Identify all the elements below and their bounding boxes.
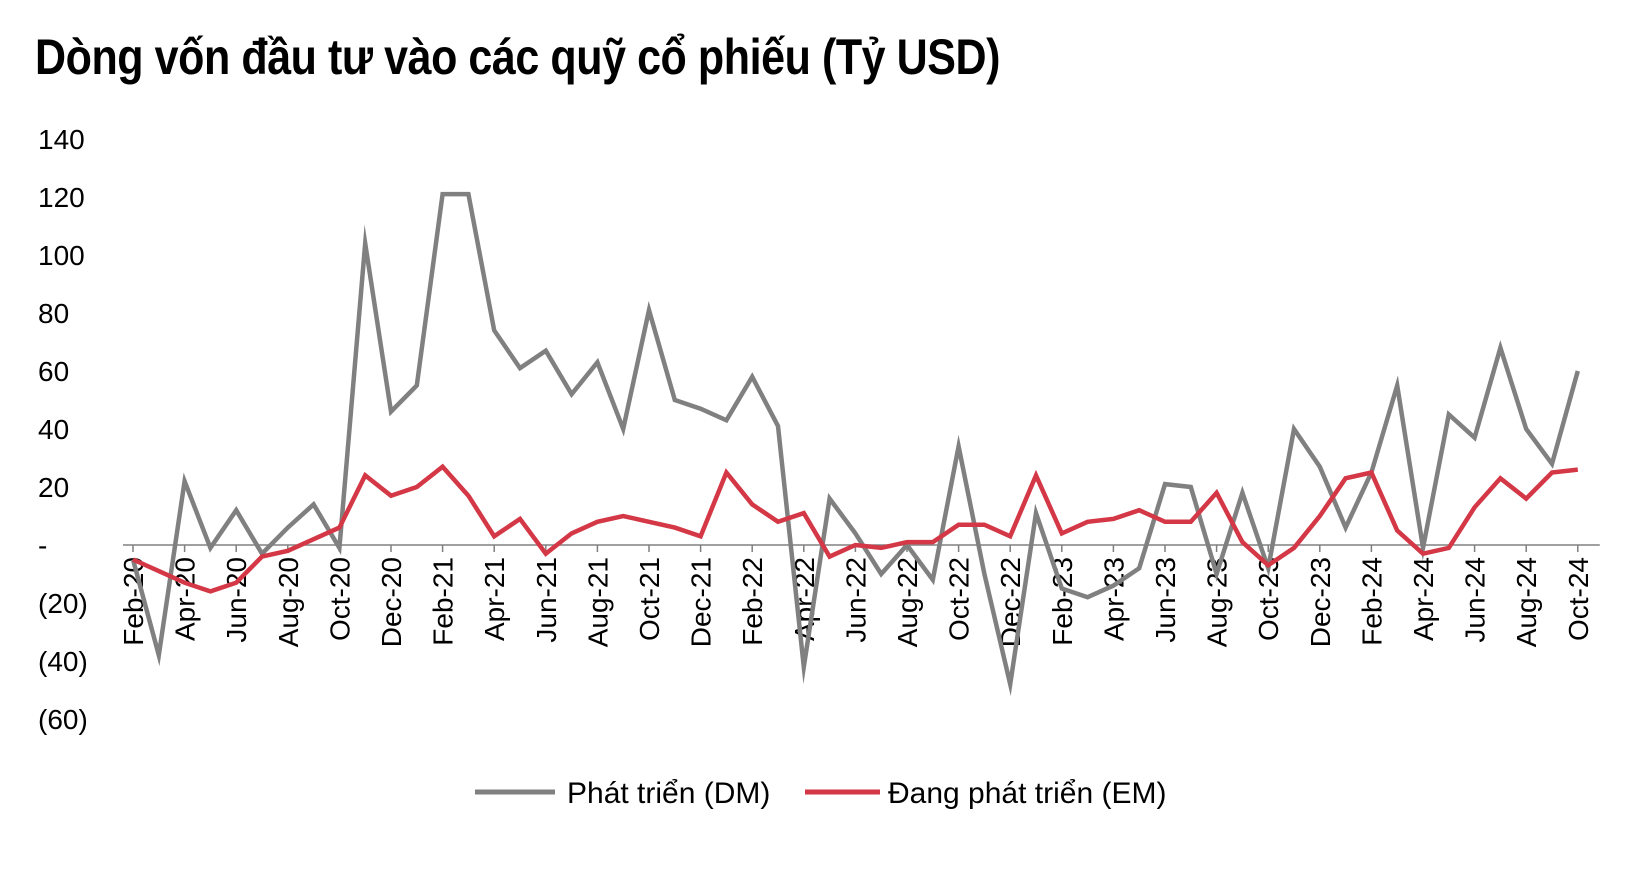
x-tick-label: Apr-21 [479, 557, 510, 641]
y-tick-label: (60) [38, 704, 88, 735]
x-tick-label: Feb-21 [428, 557, 459, 646]
x-tick-label: Jun-22 [840, 557, 871, 643]
y-tick-label: (40) [38, 646, 88, 677]
y-tick-label: 140 [38, 124, 85, 155]
x-tick-label: Dec-20 [376, 557, 407, 647]
y-tick-label: 60 [38, 356, 69, 387]
y-tick-label: 120 [38, 182, 85, 213]
x-tick-label: Apr-23 [1098, 557, 1129, 641]
series-line-em [132, 463, 1579, 594]
x-tick-label: Feb-23 [1047, 557, 1078, 646]
x-tick-label: Apr-24 [1408, 557, 1439, 641]
x-tick-label: Aug-24 [1511, 557, 1542, 647]
y-tick-label: - [38, 530, 47, 561]
x-tick-label: Oct-20 [324, 557, 355, 641]
x-tick-label: Dec-21 [686, 557, 717, 647]
x-tick-label: Oct-21 [634, 557, 665, 641]
x-tick-label: Jun-23 [1150, 557, 1181, 643]
series-line-dm [130, 191, 1580, 697]
y-tick-label: 100 [38, 240, 85, 271]
x-tick-label: Oct-24 [1563, 557, 1594, 641]
y-tick-label: 20 [38, 472, 69, 503]
legend-label: Đang phát triển (EM) [888, 777, 1166, 810]
x-tick-label: Feb-24 [1356, 557, 1387, 646]
x-tick-label: Dec-23 [1305, 557, 1336, 647]
x-tick-label: Aug-21 [582, 557, 613, 647]
y-tick-label: (20) [38, 588, 88, 619]
x-tick-label: Jun-21 [531, 557, 562, 643]
chart-title: Dòng vốn đầu tư vào các quỹ cổ phiếu (Tỷ… [35, 29, 1001, 85]
x-tick-label: Aug-20 [273, 557, 304, 647]
x-tick-label: Jun-24 [1460, 557, 1491, 643]
x-tick-label: Oct-22 [944, 557, 975, 641]
x-tick-label: Feb-22 [737, 557, 768, 646]
x-tick-label: Apr-20 [170, 557, 201, 641]
x-tick-label: Aug-22 [892, 557, 923, 647]
legend-label: Phát triển (DM) [567, 777, 770, 810]
y-tick-label: 80 [38, 298, 69, 329]
y-tick-label: 40 [38, 414, 69, 445]
